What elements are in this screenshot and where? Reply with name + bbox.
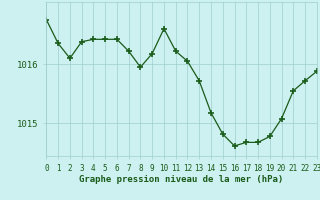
X-axis label: Graphe pression niveau de la mer (hPa): Graphe pression niveau de la mer (hPa) bbox=[79, 175, 284, 184]
